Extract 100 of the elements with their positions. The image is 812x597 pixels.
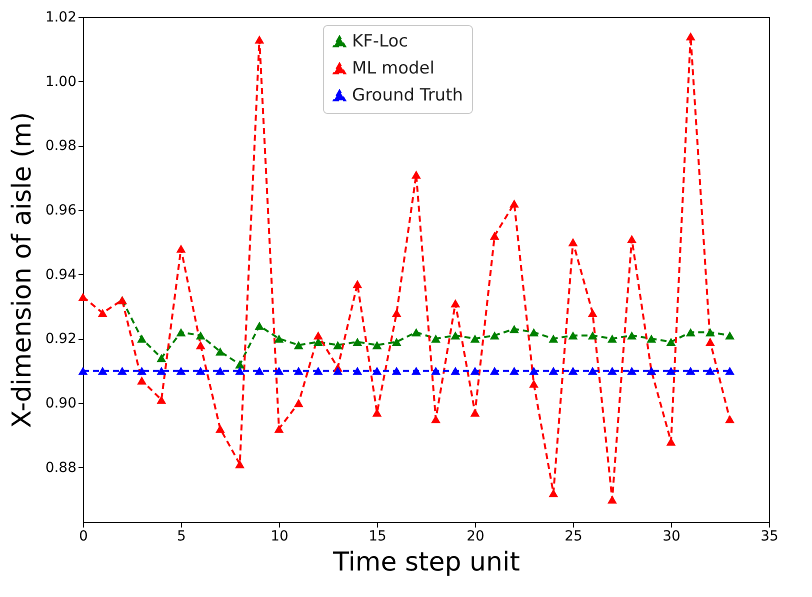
- y-tick-label: 0.88: [45, 460, 76, 476]
- x-tick-label: 0: [79, 528, 88, 544]
- point: [176, 244, 186, 253]
- point: [156, 396, 166, 404]
- point: [490, 232, 500, 240]
- point: [568, 331, 578, 340]
- point: [431, 334, 441, 343]
- point: [274, 424, 284, 433]
- point: [352, 366, 362, 375]
- point: [235, 366, 245, 375]
- point: [156, 354, 166, 362]
- point: [686, 328, 696, 336]
- point: [470, 334, 480, 343]
- point: [686, 32, 696, 40]
- point: [627, 366, 637, 375]
- point: [274, 334, 284, 343]
- point: [117, 366, 127, 375]
- point: [450, 299, 460, 308]
- point: [431, 366, 441, 375]
- point: [725, 331, 735, 340]
- point: [196, 331, 206, 340]
- x-tick-label: 15: [368, 528, 386, 544]
- point: [78, 366, 88, 375]
- point: [705, 366, 715, 375]
- point: [646, 334, 656, 343]
- x-axis-title: Time step unit: [332, 548, 520, 578]
- point: [568, 238, 578, 246]
- x-tick-label: 30: [662, 528, 680, 544]
- point: [509, 199, 519, 208]
- point: [607, 334, 617, 343]
- point: [705, 338, 715, 346]
- point: [254, 366, 264, 375]
- point: [215, 424, 225, 433]
- point: [470, 408, 480, 417]
- point: [313, 366, 323, 375]
- point: [568, 366, 578, 375]
- point: [156, 366, 166, 375]
- legend-label: Ground Truth: [352, 86, 464, 106]
- point: [215, 347, 225, 356]
- point: [450, 331, 460, 340]
- point: [196, 366, 206, 375]
- point: [392, 366, 402, 375]
- point: [333, 366, 343, 375]
- point: [274, 366, 284, 375]
- y-tick-label: 0.96: [45, 202, 77, 218]
- y-axis-title: X-dimension of aisle (m): [7, 112, 38, 428]
- point: [372, 408, 382, 417]
- point: [235, 360, 245, 368]
- point: [372, 366, 382, 375]
- point: [313, 331, 323, 340]
- y-tick-label: 1.00: [45, 74, 76, 90]
- point: [529, 366, 539, 375]
- y-tick-label: 0.90: [45, 395, 76, 412]
- point: [294, 398, 304, 408]
- legend-label: ML model: [352, 58, 434, 78]
- point: [470, 366, 480, 375]
- legend-label: KF-Loc: [352, 32, 408, 52]
- point: [588, 308, 598, 318]
- point: [666, 366, 676, 375]
- point: [392, 308, 402, 318]
- point: [450, 366, 460, 375]
- point: [490, 366, 500, 375]
- point: [294, 366, 304, 375]
- point: [235, 460, 245, 468]
- x-tick-label: 35: [760, 528, 778, 544]
- point: [490, 331, 500, 340]
- point: [98, 366, 108, 375]
- y-tick-label: 0.98: [45, 138, 76, 154]
- point: [137, 376, 147, 385]
- point: [294, 340, 304, 350]
- point: [333, 340, 343, 350]
- point: [627, 234, 637, 244]
- point: [705, 328, 715, 336]
- point: [588, 331, 598, 340]
- point: [137, 334, 147, 343]
- point: [548, 366, 558, 375]
- point: [215, 366, 225, 375]
- point: [411, 328, 421, 336]
- point: [509, 366, 519, 375]
- point: [372, 340, 382, 350]
- point: [529, 380, 539, 388]
- point: [254, 322, 264, 330]
- point: [254, 35, 264, 44]
- point: [78, 292, 88, 301]
- y-tick-label: 0.92: [45, 331, 76, 348]
- point: [627, 331, 637, 340]
- point: [686, 366, 696, 375]
- point: [431, 414, 441, 424]
- point: [666, 437, 676, 446]
- point: [548, 488, 558, 498]
- point: [196, 340, 206, 350]
- point: [607, 495, 617, 504]
- point: [176, 366, 186, 375]
- point: [725, 414, 735, 424]
- x-tick-label: 5: [177, 528, 186, 544]
- point: [509, 324, 519, 334]
- point: [98, 308, 108, 318]
- point: [137, 366, 147, 375]
- x-tick-label: 10: [270, 528, 288, 544]
- point: [352, 338, 362, 346]
